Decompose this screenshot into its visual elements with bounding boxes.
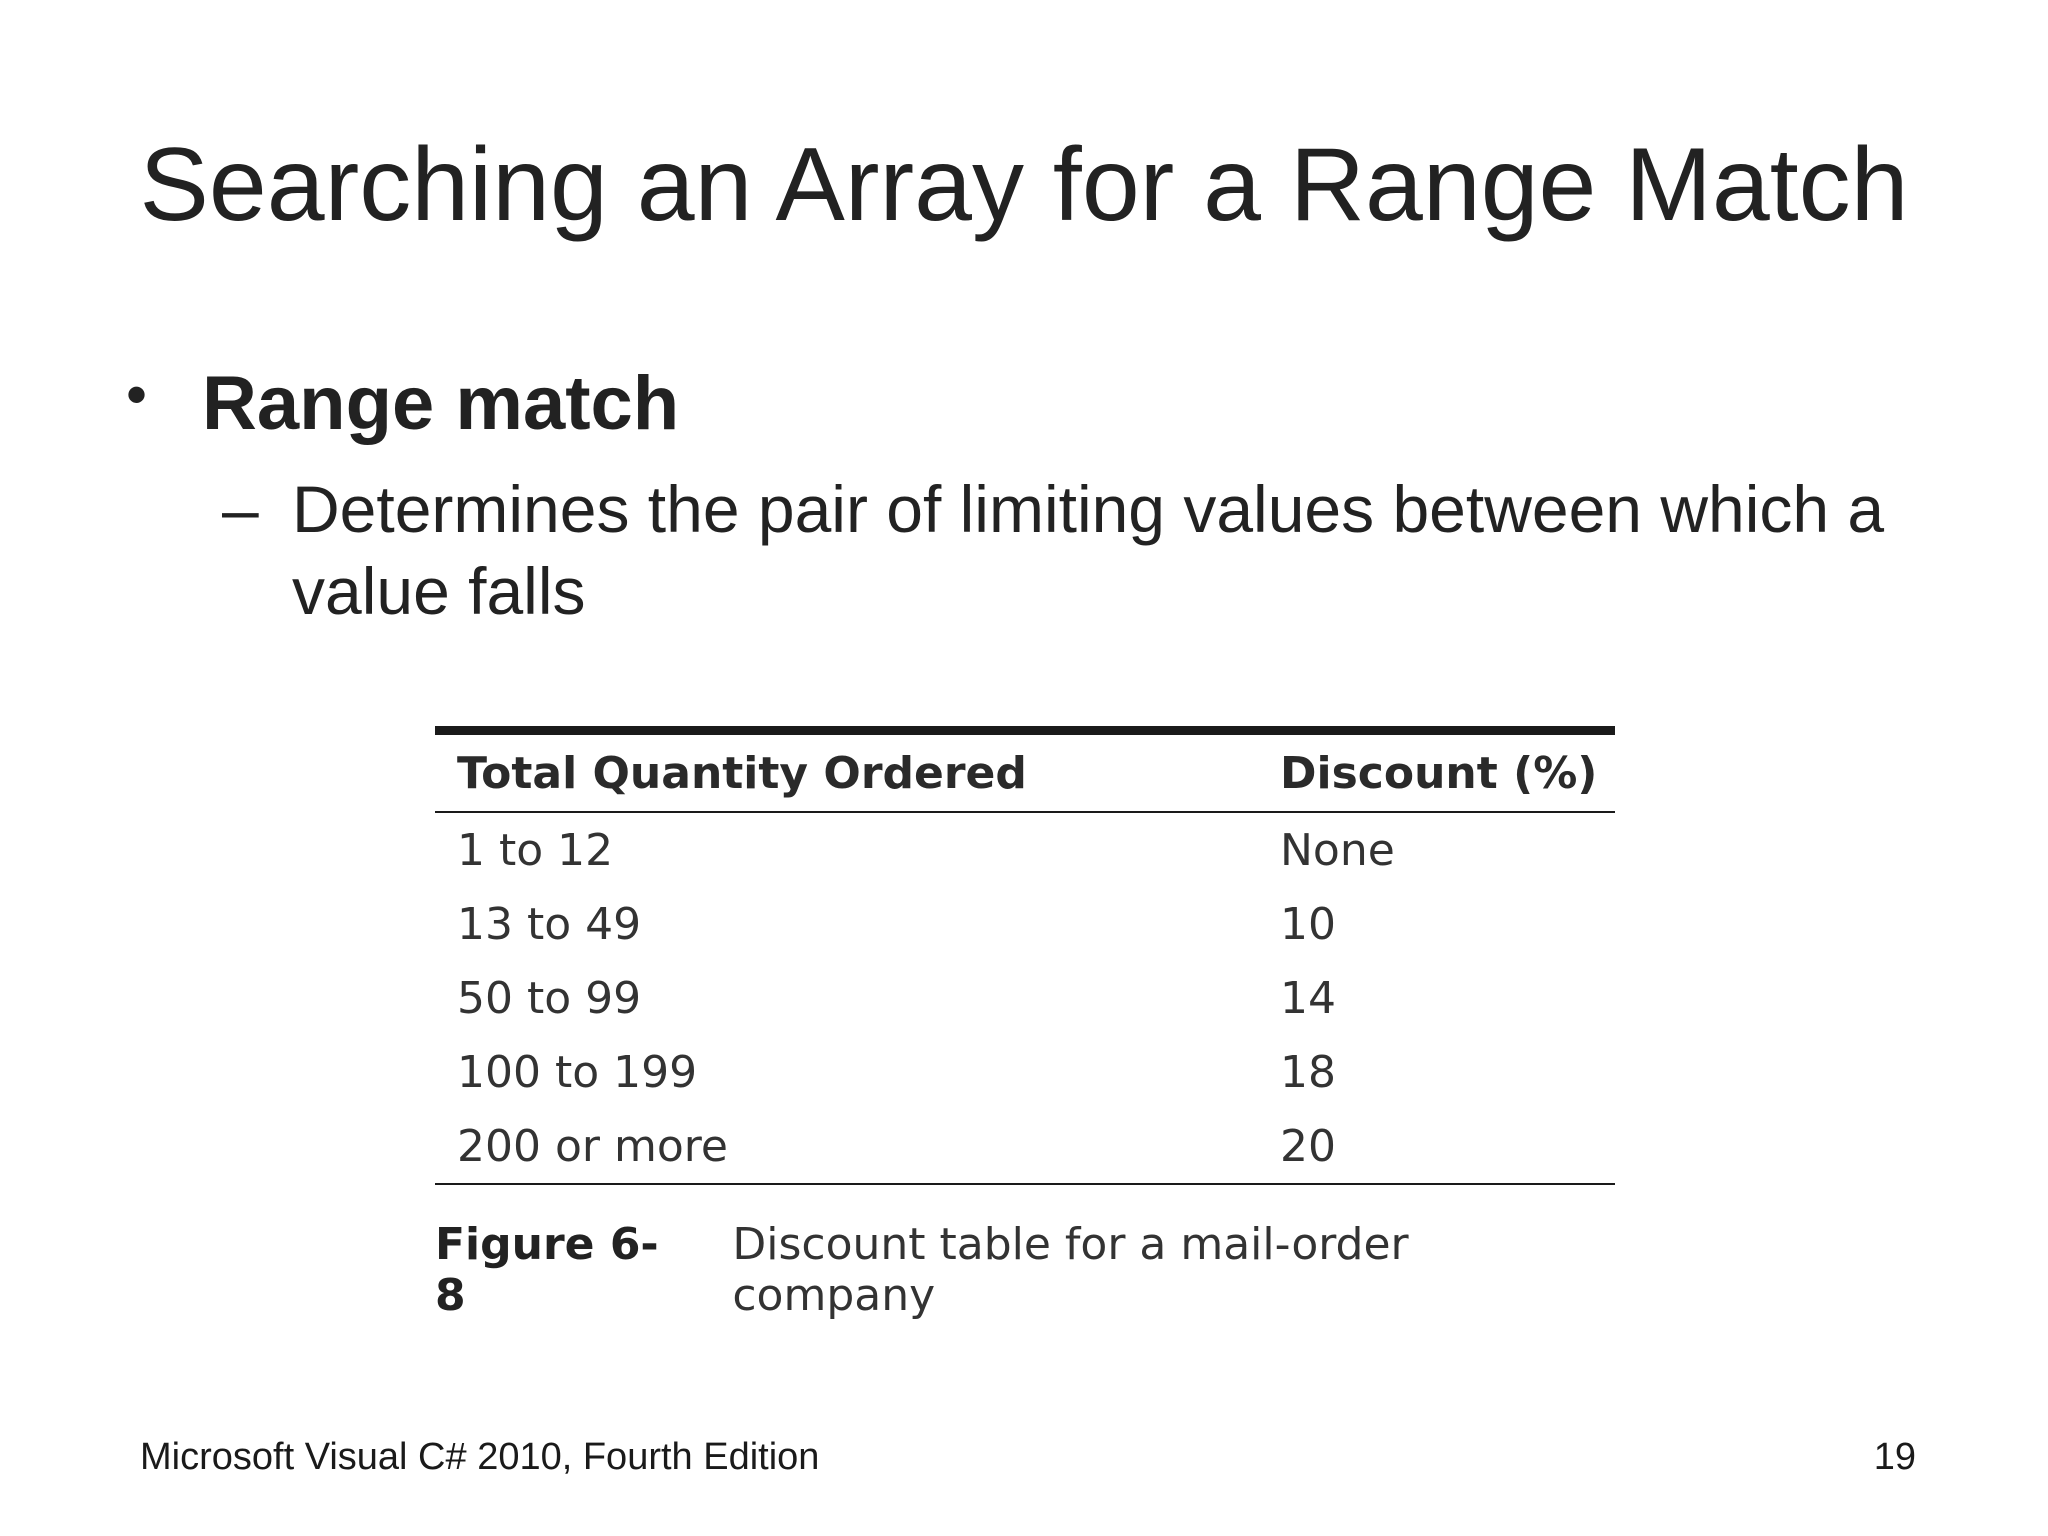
table-row: 1 to 12 None: [435, 813, 1615, 887]
page-number: 19: [1873, 1436, 1916, 1478]
quantity-cell: 1 to 12: [457, 824, 614, 876]
table-row: 100 to 199 18: [435, 1035, 1615, 1109]
quantity-cell: 50 to 99: [457, 972, 642, 1024]
slide-title: Searching an Array for a Range Match: [139, 127, 1909, 243]
quantity-cell: 200 or more: [457, 1120, 728, 1172]
bullet-dot-icon: •: [126, 361, 148, 428]
dash-icon: –: [222, 472, 259, 546]
footer-book-title: Microsoft Visual C# 2010, Fourth Edition: [140, 1436, 820, 1478]
table-row: 50 to 99 14: [435, 961, 1615, 1035]
figure-label: Figure 6-8: [435, 1219, 659, 1321]
figure-caption: Figure 6-8 Discount table for a mail-ord…: [435, 1219, 1615, 1321]
discount-cell: 18: [1280, 1046, 1336, 1098]
discount-cell: 20: [1280, 1120, 1336, 1172]
table-row: 13 to 49 10: [435, 887, 1615, 961]
quantity-cell: 100 to 199: [457, 1046, 698, 1098]
figure-caption-text: Discount table for a mail-order company: [732, 1219, 1409, 1321]
bullet-item: • Range match: [126, 360, 679, 447]
table-header-quantity: Total Quantity Ordered: [457, 747, 1027, 799]
table-header-discount: Discount (%): [1280, 747, 1598, 799]
discount-cell: None: [1280, 824, 1395, 876]
figure: Total Quantity Ordered Discount (%) 1 to…: [435, 726, 1615, 1321]
sub-bullet-item: – Determines the pair of limiting values…: [222, 468, 2012, 632]
bullet-text: Range match: [202, 361, 680, 446]
discount-table: Total Quantity Ordered Discount (%) 1 to…: [435, 726, 1615, 1185]
sub-bullet-text: Determines the pair of limiting values b…: [292, 472, 1885, 628]
quantity-cell: 13 to 49: [457, 898, 642, 950]
table-row: 200 or more 20: [435, 1109, 1615, 1183]
table-header-row: Total Quantity Ordered Discount (%): [435, 735, 1615, 813]
discount-cell: 10: [1280, 898, 1336, 950]
discount-cell: 14: [1280, 972, 1336, 1024]
